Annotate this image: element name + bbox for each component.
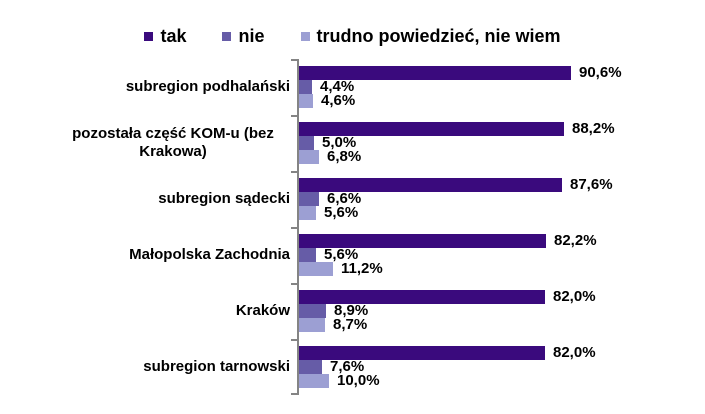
category-label: Małopolska Zachodnia bbox=[129, 246, 290, 264]
bar-line: 5,6% bbox=[299, 204, 705, 221]
axis-tick bbox=[291, 227, 297, 229]
bar-nie bbox=[299, 304, 326, 318]
axis-tick bbox=[291, 59, 297, 61]
chart-row: pozostała część KOM-u (bez Krakowa) 88,2%… bbox=[0, 115, 705, 171]
chart-row: subregion tarnowski 82,0% 7,6% 10,0% bbox=[0, 339, 705, 395]
axis-tick bbox=[291, 171, 297, 173]
bars-cell: 82,0% 7,6% 10,0% bbox=[297, 339, 705, 395]
legend-swatch-nie-icon bbox=[222, 31, 232, 41]
bar-line: 6,6% bbox=[299, 190, 705, 207]
bar-trudno bbox=[299, 94, 313, 108]
axis-tick bbox=[291, 393, 297, 395]
chart-row: subregion sądecki 87,6% 6,6% 5,6% bbox=[0, 171, 705, 227]
bar-trudno bbox=[299, 206, 316, 220]
value-label: 7,6% bbox=[330, 358, 365, 375]
bar-trudno bbox=[299, 150, 319, 164]
bar-line: 5,6% bbox=[299, 246, 705, 263]
legend-label-tak: tak bbox=[160, 25, 187, 46]
legend-label-trudno: trudno powiedzieć, nie wiem bbox=[316, 25, 561, 46]
value-label: 10,0% bbox=[337, 372, 380, 389]
bar-line: 7,6% bbox=[299, 358, 705, 375]
category-label: Kraków bbox=[235, 302, 290, 320]
bar-tak bbox=[299, 346, 545, 360]
category-label: subregion sądecki bbox=[158, 190, 290, 208]
value-label: 82,2% bbox=[554, 232, 597, 249]
value-label: 82,0% bbox=[553, 344, 596, 361]
value-label: 4,4% bbox=[320, 78, 355, 95]
bar-tak bbox=[299, 122, 564, 136]
bar-line: 8,9% bbox=[299, 302, 705, 319]
legend-item-trudno: trudno powiedzieć, nie wiem bbox=[300, 25, 561, 47]
axis-tick bbox=[291, 339, 297, 341]
bar-nie bbox=[299, 360, 322, 374]
bar-tak bbox=[299, 290, 545, 304]
bar-line: 5,0% bbox=[299, 134, 705, 151]
bars-cell: 88,2% 5,0% 6,8% bbox=[297, 115, 705, 171]
chart-row: Małopolska Zachodnia 82,2% 5,6% 11,2% bbox=[0, 227, 705, 283]
legend-swatch-trudno-icon bbox=[300, 31, 310, 41]
bar-line: 4,4% bbox=[299, 78, 705, 95]
legend-swatch-tak-icon bbox=[144, 31, 154, 41]
bars-cell: 87,6% 6,6% 5,6% bbox=[297, 171, 705, 227]
chart-rows: subregion podhalański 90,6% 4,4% 4,6% pozost… bbox=[0, 59, 705, 395]
bar-nie bbox=[299, 80, 312, 94]
bars-cell: 82,2% 5,6% 11,2% bbox=[297, 227, 705, 283]
bar-line: 6,8% bbox=[299, 148, 705, 165]
bar-trudno bbox=[299, 374, 329, 388]
bar-tak bbox=[299, 234, 546, 248]
bar-line: 82,0% bbox=[299, 344, 705, 361]
legend-label-nie: nie bbox=[238, 25, 265, 46]
value-label: 90,6% bbox=[579, 64, 622, 81]
bar-tak bbox=[299, 66, 571, 80]
category-label: subregion podhalański bbox=[125, 78, 290, 96]
bar-tak bbox=[299, 178, 562, 192]
axis-tick bbox=[291, 115, 297, 117]
category-label: pozostała część KOM-u (bez Krakowa) bbox=[72, 125, 274, 160]
bar-nie bbox=[299, 248, 316, 262]
bar-line: 82,0% bbox=[299, 288, 705, 305]
bars-cell: 90,6% 4,4% 4,6% bbox=[297, 59, 705, 115]
chart-legend: tak nie trudno powiedzieć, nie wiem bbox=[0, 0, 705, 50]
value-label: 8,9% bbox=[334, 302, 369, 319]
value-label: 5,6% bbox=[324, 246, 359, 263]
bar-trudno bbox=[299, 262, 333, 276]
value-label: 5,0% bbox=[322, 134, 357, 151]
bar-line: 11,2% bbox=[299, 260, 705, 277]
value-label: 8,7% bbox=[333, 316, 368, 333]
bar-trudno bbox=[299, 318, 325, 332]
bar-line: 87,6% bbox=[299, 176, 705, 193]
chart-row: subregion podhalański 90,6% 4,4% 4,6% bbox=[0, 59, 705, 115]
plot-area: subregion podhalański 90,6% 4,4% 4,6% pozost… bbox=[0, 59, 705, 395]
value-label: 87,6% bbox=[570, 176, 613, 193]
bar-line: 88,2% bbox=[299, 120, 705, 137]
category-label: subregion tarnowski bbox=[143, 358, 290, 376]
bar-line: 10,0% bbox=[299, 372, 705, 389]
legend-item-tak: tak bbox=[144, 26, 186, 47]
value-label: 6,8% bbox=[327, 148, 362, 165]
bar-nie bbox=[299, 192, 319, 206]
bars-cell: 82,0% 8,9% 8,7% bbox=[297, 283, 705, 339]
value-label: 82,0% bbox=[553, 288, 596, 305]
value-label: 11,2% bbox=[341, 260, 383, 277]
axis-tick bbox=[291, 283, 297, 285]
bar-line: 82,2% bbox=[299, 232, 705, 249]
value-label: 6,6% bbox=[327, 190, 362, 207]
bar-line: 4,6% bbox=[299, 92, 705, 109]
bar-line: 90,6% bbox=[299, 64, 705, 81]
bar-line: 8,7% bbox=[299, 316, 705, 333]
chart-row: Kraków 82,0% 8,9% 8,7% bbox=[0, 283, 705, 339]
bar-nie bbox=[299, 136, 314, 150]
legend-item-nie: nie bbox=[222, 25, 265, 47]
value-label: 4,6% bbox=[321, 92, 356, 109]
value-label: 5,6% bbox=[324, 204, 359, 221]
value-label: 88,2% bbox=[572, 120, 615, 137]
